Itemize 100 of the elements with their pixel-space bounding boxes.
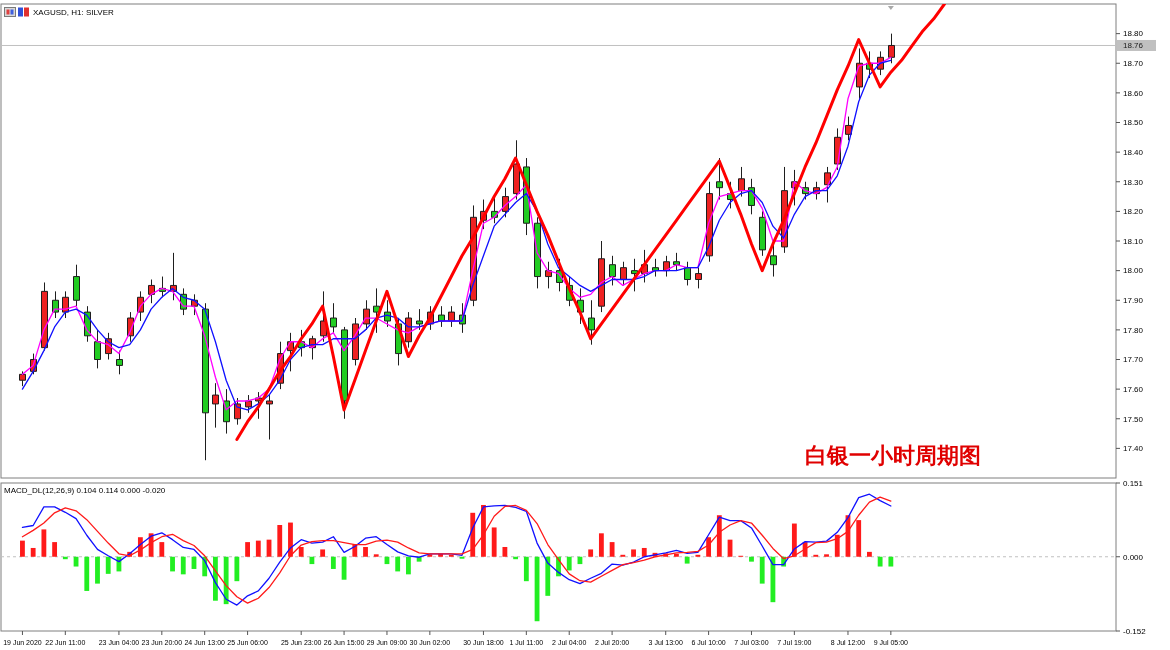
candlestick	[588, 299, 595, 346]
chart-title: MACD_DL(12,26,9) 0.104 0.114 0.000 -0.020	[4, 486, 166, 495]
bar	[877, 556, 883, 567]
bar	[298, 546, 304, 557]
bar	[52, 542, 58, 557]
candlestick	[94, 329, 101, 369]
candlestick	[448, 305, 455, 328]
y-tick-label: 0.151	[1123, 478, 1144, 488]
bar	[824, 554, 829, 557]
bar	[330, 556, 336, 569]
candlestick	[73, 264, 80, 307]
bar	[234, 556, 240, 582]
candlestick	[888, 33, 895, 64]
candlestick	[673, 252, 680, 272]
annotation: 白银一小时周期图	[805, 443, 981, 468]
line-series	[235, 4, 946, 441]
candlestick	[202, 302, 209, 461]
bar	[373, 554, 379, 557]
bar	[588, 549, 594, 557]
bar	[148, 533, 154, 557]
candlestick	[148, 279, 155, 304]
candlestick	[234, 397, 241, 426]
bar	[502, 546, 508, 557]
bar	[523, 556, 529, 582]
bar	[395, 556, 401, 572]
y-tick-label: 18.70	[1123, 59, 1144, 69]
bar	[41, 529, 47, 557]
bar	[363, 546, 368, 557]
bar	[856, 520, 862, 557]
y-tick-label: 18.60	[1123, 88, 1144, 98]
bar	[84, 556, 90, 591]
bar	[749, 556, 754, 562]
bar	[405, 556, 411, 575]
bar	[759, 556, 765, 584]
bar	[288, 522, 293, 557]
bar	[170, 556, 175, 572]
y-tick-label: 18.30	[1123, 177, 1144, 187]
candlestick	[330, 302, 337, 334]
candlestick	[845, 116, 852, 141]
y-tick-label: 17.50	[1123, 414, 1144, 424]
bar	[159, 542, 165, 557]
bar	[245, 542, 250, 557]
candlestick	[609, 255, 616, 286]
bar	[867, 551, 872, 557]
y-tick-label: 17.80	[1123, 325, 1144, 335]
candlestick	[19, 370, 26, 387]
y-tick-label: 17.70	[1123, 355, 1144, 365]
y-tick-label: 18.00	[1123, 266, 1144, 276]
y-tick-label: 18.10	[1123, 236, 1144, 246]
bar	[716, 515, 722, 557]
candlestick	[266, 394, 273, 440]
candlestick	[738, 166, 745, 198]
bar	[255, 540, 261, 557]
y-tick-label: 18.80	[1123, 29, 1144, 39]
candlestick	[545, 261, 552, 289]
bar	[223, 556, 229, 605]
candlestick	[212, 382, 219, 429]
bar	[566, 556, 572, 571]
candlestick	[438, 305, 445, 328]
bar	[609, 542, 615, 557]
bar	[545, 556, 551, 596]
bar	[277, 525, 283, 557]
y-tick-label: 0.000	[1123, 552, 1144, 562]
bar	[20, 540, 25, 557]
candlestick	[695, 267, 702, 289]
bar	[470, 512, 476, 557]
candlestick	[759, 210, 766, 257]
bar	[834, 534, 840, 557]
y-tick-label: 18.40	[1123, 147, 1144, 157]
bar	[180, 556, 186, 575]
candlestick	[716, 157, 723, 201]
bar	[481, 504, 486, 557]
candlestick	[416, 308, 423, 331]
candlestick	[341, 326, 348, 420]
bar	[30, 547, 36, 557]
bar	[105, 556, 111, 574]
bar	[684, 556, 690, 564]
bar	[491, 527, 497, 557]
y-tick-label: 18.50	[1123, 118, 1144, 128]
bar	[641, 547, 647, 557]
candlestick	[223, 388, 230, 435]
candlestick	[856, 47, 863, 100]
ref-line-label: 18.76	[1123, 41, 1144, 51]
candlestick	[684, 261, 691, 286]
bar	[320, 549, 326, 557]
y-tick-label: 17.90	[1123, 296, 1144, 306]
bar	[598, 533, 604, 557]
y-tick-label: 18.20	[1123, 207, 1144, 217]
y-tick-label: 17.40	[1123, 444, 1144, 454]
bar	[631, 549, 636, 557]
bar	[888, 556, 894, 567]
bar	[674, 553, 679, 557]
text: XAGUSD, H1: SILVER	[33, 8, 114, 17]
y-tick-label: -0.152	[1123, 626, 1147, 636]
candlestick	[620, 261, 627, 286]
candlestick	[534, 216, 541, 289]
bar	[791, 523, 797, 557]
candlestick	[245, 394, 252, 414]
bar	[706, 537, 712, 557]
bar	[95, 556, 100, 584]
